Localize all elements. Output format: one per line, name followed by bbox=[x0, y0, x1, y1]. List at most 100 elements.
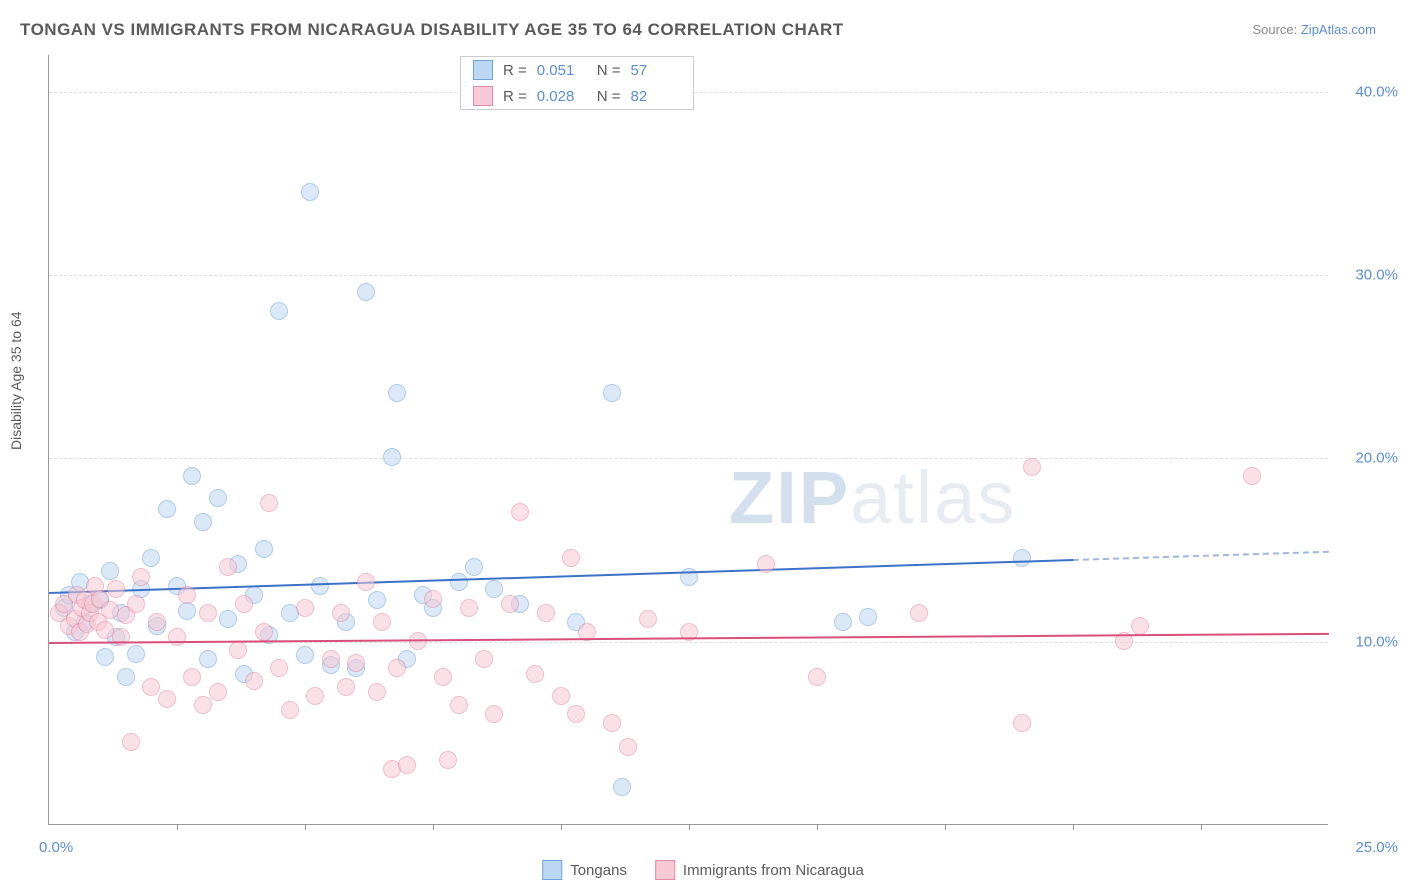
data-point bbox=[219, 610, 237, 628]
data-point bbox=[1013, 714, 1031, 732]
legend-label: Immigrants from Nicaragua bbox=[683, 862, 864, 879]
legend-stats-row: R =0.051N =57 bbox=[461, 57, 693, 83]
data-point bbox=[142, 678, 160, 696]
xtick-mark bbox=[817, 824, 818, 830]
data-point bbox=[209, 489, 227, 507]
watermark-zip: ZIP bbox=[729, 456, 850, 539]
xtick-mark bbox=[1073, 824, 1074, 830]
legend-item: Immigrants from Nicaragua bbox=[655, 860, 864, 880]
data-point bbox=[117, 668, 135, 686]
data-point bbox=[255, 623, 273, 641]
data-point bbox=[357, 283, 375, 301]
stat-n-label: N = bbox=[597, 88, 621, 105]
data-point bbox=[178, 602, 196, 620]
stat-r-label: R = bbox=[503, 62, 527, 79]
data-point bbox=[296, 646, 314, 664]
data-point bbox=[757, 555, 775, 573]
data-point bbox=[301, 183, 319, 201]
data-point bbox=[209, 683, 227, 701]
data-point bbox=[450, 696, 468, 714]
xtick-mark bbox=[689, 824, 690, 830]
data-point bbox=[270, 302, 288, 320]
data-point bbox=[859, 608, 877, 626]
chart-title: TONGAN VS IMMIGRANTS FROM NICARAGUA DISA… bbox=[20, 20, 844, 40]
data-point bbox=[388, 384, 406, 402]
stat-r-label: R = bbox=[503, 88, 527, 105]
data-point bbox=[332, 604, 350, 622]
legend-label: Tongans bbox=[570, 862, 627, 879]
data-point bbox=[562, 549, 580, 567]
data-point bbox=[148, 613, 166, 631]
legend-swatch bbox=[473, 60, 493, 80]
data-point bbox=[245, 672, 263, 690]
data-point bbox=[260, 494, 278, 512]
data-point bbox=[485, 705, 503, 723]
ytick-label: 40.0% bbox=[1338, 83, 1398, 100]
stat-r-value: 0.028 bbox=[537, 88, 587, 105]
xtick-mark bbox=[1201, 824, 1202, 830]
data-point bbox=[142, 549, 160, 567]
data-point bbox=[511, 503, 529, 521]
gridline bbox=[49, 458, 1328, 459]
data-point bbox=[439, 751, 457, 769]
data-point bbox=[368, 591, 386, 609]
data-point bbox=[475, 650, 493, 668]
data-point bbox=[158, 690, 176, 708]
xtick-mark bbox=[433, 824, 434, 830]
data-point bbox=[101, 562, 119, 580]
ytick-label: 10.0% bbox=[1338, 633, 1398, 650]
data-point bbox=[537, 604, 555, 622]
data-point bbox=[619, 738, 637, 756]
data-point bbox=[357, 573, 375, 591]
source-prefix: Source: bbox=[1252, 22, 1300, 37]
data-point bbox=[460, 599, 478, 617]
data-point bbox=[168, 628, 186, 646]
data-point bbox=[194, 696, 212, 714]
watermark: ZIPatlas bbox=[729, 455, 1016, 540]
gridline bbox=[49, 275, 1328, 276]
data-point bbox=[910, 604, 928, 622]
data-point bbox=[398, 756, 416, 774]
data-point bbox=[199, 650, 217, 668]
trend-line-dash bbox=[1073, 551, 1329, 561]
data-point bbox=[183, 467, 201, 485]
data-point bbox=[639, 610, 657, 628]
xtick-mark bbox=[177, 824, 178, 830]
stat-r-value: 0.051 bbox=[537, 62, 587, 79]
xtick-mark bbox=[945, 824, 946, 830]
data-point bbox=[552, 687, 570, 705]
data-point bbox=[229, 641, 247, 659]
data-point bbox=[194, 513, 212, 531]
legend-swatch bbox=[473, 86, 493, 106]
data-point bbox=[322, 650, 340, 668]
data-point bbox=[296, 599, 314, 617]
data-point bbox=[127, 595, 145, 613]
xlim-min-label: 0.0% bbox=[39, 839, 73, 856]
data-point bbox=[485, 580, 503, 598]
data-point bbox=[465, 558, 483, 576]
data-point bbox=[158, 500, 176, 518]
data-point bbox=[255, 540, 273, 558]
data-point bbox=[526, 665, 544, 683]
data-point bbox=[1023, 458, 1041, 476]
data-point bbox=[424, 590, 442, 608]
data-point bbox=[311, 577, 329, 595]
data-point bbox=[368, 683, 386, 701]
watermark-atlas: atlas bbox=[850, 456, 1016, 539]
data-point bbox=[834, 613, 852, 631]
xtick-mark bbox=[561, 824, 562, 830]
data-point bbox=[613, 778, 631, 796]
source-link[interactable]: ZipAtlas.com bbox=[1301, 22, 1376, 37]
legend-item: Tongans bbox=[542, 860, 627, 880]
data-point bbox=[567, 705, 585, 723]
trend-line bbox=[49, 559, 1073, 594]
plot-area: ZIPatlas 10.0%20.0%30.0%40.0%0.0%25.0% bbox=[48, 55, 1328, 825]
data-point bbox=[235, 595, 253, 613]
bottom-legend: Tongans Immigrants from Nicaragua bbox=[542, 860, 864, 880]
ytick-label: 30.0% bbox=[1338, 267, 1398, 284]
data-point bbox=[1131, 617, 1149, 635]
data-point bbox=[603, 384, 621, 402]
xlim-max-label: 25.0% bbox=[1355, 839, 1398, 856]
data-point bbox=[383, 448, 401, 466]
source-attribution: Source: ZipAtlas.com bbox=[1252, 22, 1376, 37]
